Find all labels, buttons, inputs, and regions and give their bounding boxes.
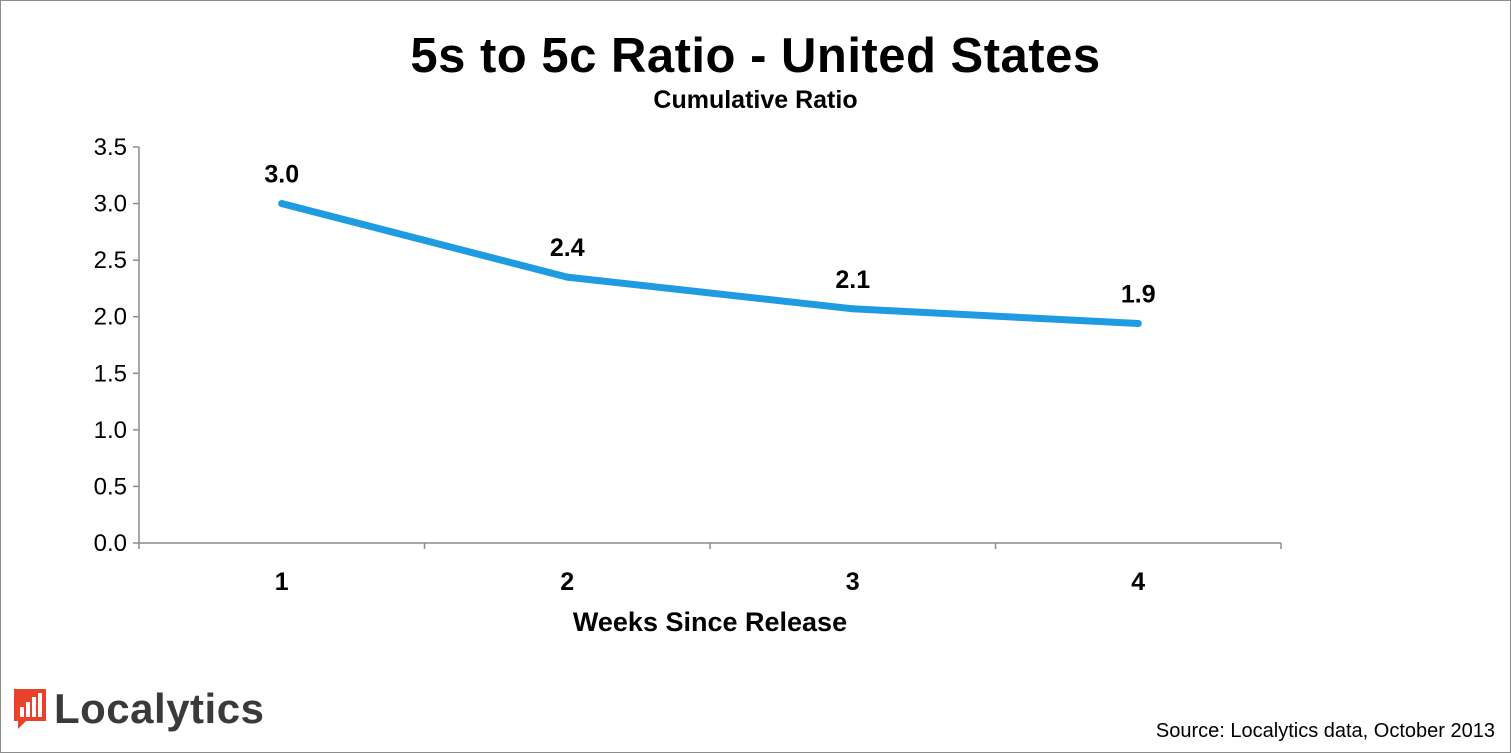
series-line	[278, 200, 1142, 328]
y-tick-label: 1.0	[94, 417, 127, 444]
data-label: 3.0	[264, 161, 299, 189]
chart-title: 5s to 5c Ratio - United States	[410, 29, 1101, 83]
data-label: 1.9	[1121, 281, 1156, 309]
data-label: 2.1	[835, 266, 870, 294]
y-tick-label: 1.5	[94, 360, 127, 387]
x-tick-label: 1	[275, 568, 289, 596]
data-point	[278, 200, 286, 208]
y-tick-label: 0.5	[94, 473, 127, 500]
y-tick-label: 3.5	[94, 134, 127, 161]
data-point	[1134, 320, 1142, 328]
data-point	[563, 273, 571, 281]
logo-wordmark: Localytics	[54, 685, 265, 732]
y-tick-label: 2.5	[94, 247, 127, 274]
source-note: Source: Localytics data, October 2013	[1155, 720, 1495, 742]
localytics-logo: Localytics	[12, 684, 264, 734]
x-axis-title: Weeks Since Release	[573, 607, 847, 637]
bar-chart-icon	[14, 689, 46, 729]
x-tick-label: 2	[560, 568, 574, 596]
chart-subtitle: Cumulative Ratio	[653, 86, 858, 114]
y-tick-label: 2.0	[94, 304, 127, 331]
x-tick-label: 3	[846, 568, 860, 596]
x-tick-label: 4	[1131, 568, 1145, 596]
y-tick-label: 0.0	[94, 530, 127, 557]
data-label: 2.4	[550, 234, 585, 262]
data-point	[849, 305, 857, 313]
y-tick-label: 3.0	[94, 191, 127, 218]
